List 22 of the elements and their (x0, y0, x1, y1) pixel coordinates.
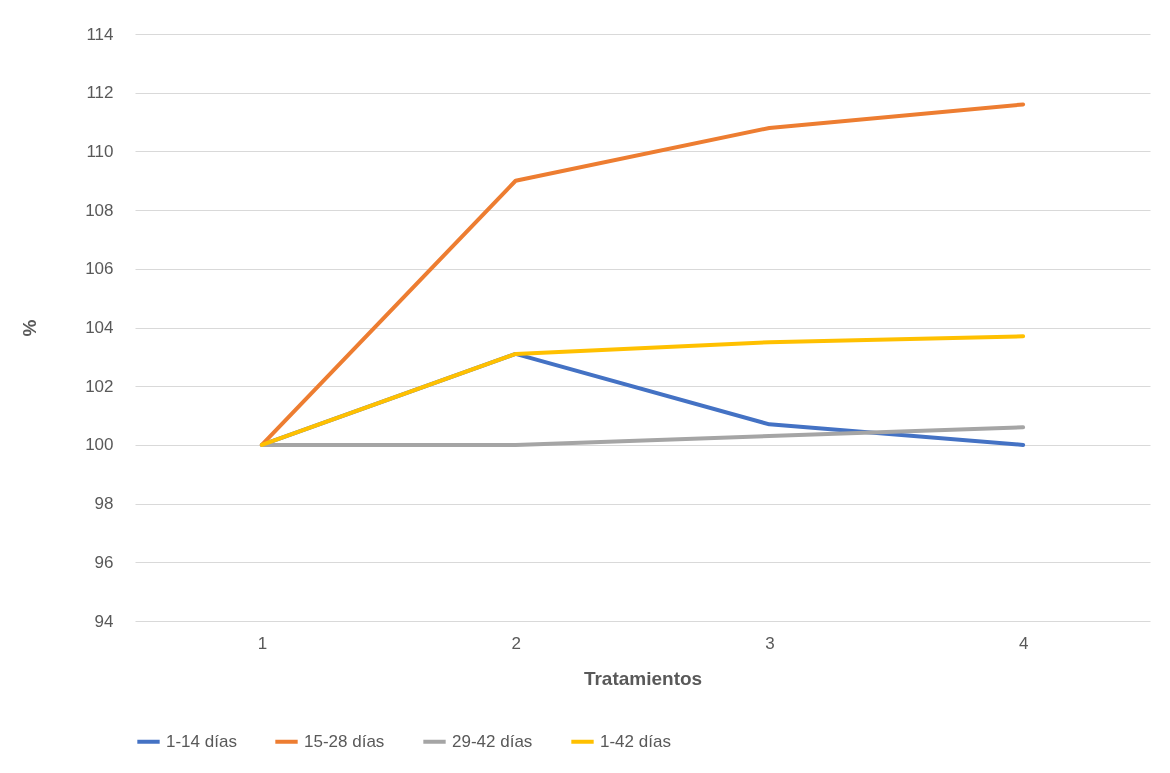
y-tick-label: 114 (86, 24, 114, 44)
y-tick-label: 106 (85, 259, 114, 279)
y-tick-label: 98 (94, 494, 114, 514)
y-tick-label: 102 (85, 376, 114, 396)
x-tick-label: 1 (257, 633, 268, 653)
y-tick-label: 110 (86, 141, 114, 161)
y-tick-label: 94 (94, 611, 114, 631)
y-tick-label: 96 (94, 552, 114, 572)
x-axis-title: Tratamientos (583, 667, 703, 689)
legend-label: 15-28 días (304, 731, 385, 751)
legend-label: 1-14 días (166, 731, 237, 751)
legend-label: 1-42 días (600, 731, 671, 751)
x-tick-label: 3 (765, 633, 775, 653)
y-axis-title: % (19, 319, 41, 337)
x-tick-label: 2 (511, 633, 521, 653)
y-tick-label: 100 (85, 435, 114, 455)
y-tick-label: 104 (85, 318, 114, 337)
line-series (259, 334, 1026, 447)
y-tick-label: 112 (86, 83, 114, 103)
x-tick-label: 4 (1018, 633, 1029, 653)
y-tick-label: 108 (85, 200, 114, 220)
legend-label: 29-42 días (452, 731, 533, 751)
